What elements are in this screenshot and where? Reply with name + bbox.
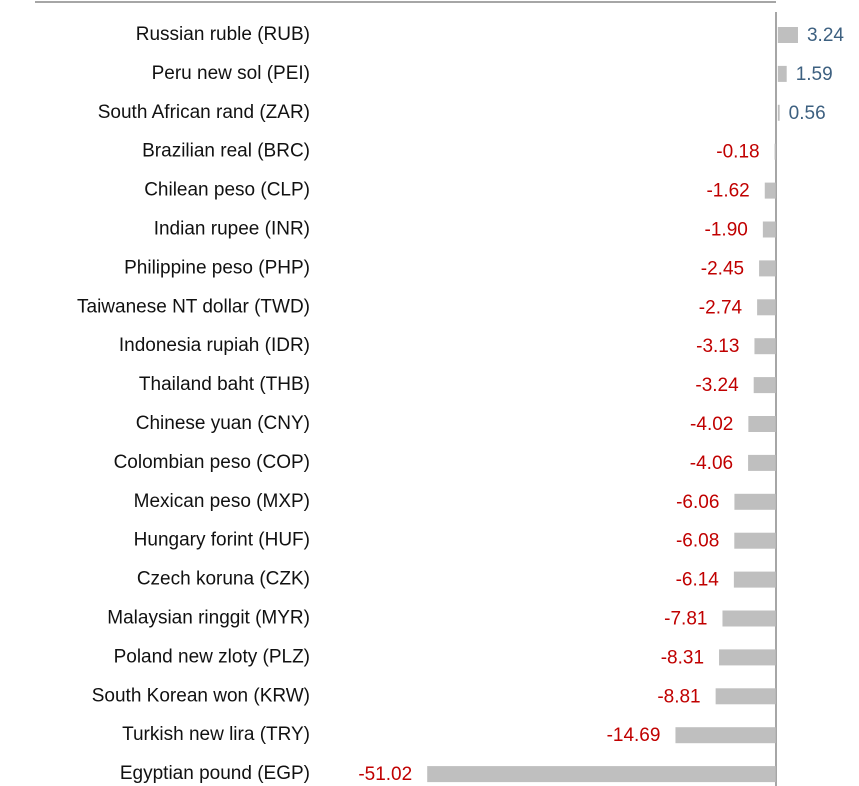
bar	[759, 260, 776, 277]
category-label: Poland new zloty (PLZ)	[114, 646, 310, 667]
category-label: Peru new sol (PEI)	[152, 63, 310, 84]
value-label: -3.13	[696, 336, 739, 357]
value-label: 3.24	[807, 25, 844, 46]
value-label: -1.62	[706, 181, 749, 202]
category-label: South African rand (ZAR)	[98, 102, 310, 123]
value-label: -7.81	[664, 609, 707, 630]
bar	[777, 27, 798, 43]
category-label: Malaysian ringgit (MYR)	[107, 608, 310, 629]
value-label: -1.90	[705, 220, 748, 241]
bar	[675, 727, 776, 744]
value-label: -6.08	[676, 531, 719, 552]
bar	[757, 299, 776, 316]
category-label: Colombian peso (COP)	[114, 452, 310, 473]
bar	[748, 454, 776, 471]
category-label: Indian rupee (INR)	[154, 219, 310, 240]
bar	[722, 610, 776, 627]
value-label: -51.02	[358, 764, 412, 785]
bar	[762, 221, 776, 238]
value-label: -14.69	[607, 725, 661, 746]
bar	[427, 766, 776, 783]
category-label: Turkish new lira (TRY)	[122, 724, 310, 745]
category-label: Philippine peso (PHP)	[124, 257, 310, 278]
category-label: Mexican peso (MXP)	[134, 491, 310, 512]
category-label: Chinese yuan (CNY)	[136, 413, 310, 434]
value-label: -4.02	[690, 414, 733, 435]
value-label: -3.24	[695, 375, 739, 396]
bar	[748, 416, 776, 432]
value-label: -8.31	[661, 647, 704, 668]
bar	[734, 532, 776, 549]
category-label: Czech koruna (CZK)	[137, 569, 310, 590]
value-label: -8.81	[657, 686, 700, 707]
bar	[777, 65, 787, 82]
bar	[715, 688, 776, 705]
value-label: -2.45	[701, 258, 744, 279]
category-label: South Korean won (KRW)	[92, 685, 310, 706]
category-label: Brazilian real (BRC)	[142, 141, 310, 162]
bar	[753, 377, 776, 394]
value-label: -2.74	[699, 297, 743, 318]
category-label: Indonesia rupiah (IDR)	[119, 335, 310, 356]
category-label: Taiwanese NT dollar (TWD)	[77, 296, 310, 317]
category-label: Chilean peso (CLP)	[144, 180, 310, 201]
bar	[733, 571, 776, 588]
category-label: Egyptian pound (EGP)	[120, 763, 310, 784]
value-label: 0.56	[789, 103, 826, 124]
bar	[719, 649, 776, 666]
bar	[764, 182, 776, 199]
bar	[734, 493, 776, 510]
value-label: -4.06	[690, 453, 733, 474]
category-label: Thailand baht (THB)	[139, 374, 310, 395]
bar	[777, 104, 780, 121]
value-label: -6.06	[676, 492, 719, 513]
bar	[774, 143, 776, 160]
value-label: 1.59	[796, 64, 833, 85]
category-label: Russian ruble (RUB)	[136, 24, 310, 45]
category-label: Hungary forint (HUF)	[134, 530, 310, 551]
value-label: -0.18	[716, 142, 759, 163]
bar	[754, 338, 776, 355]
value-label: -6.14	[676, 570, 720, 591]
